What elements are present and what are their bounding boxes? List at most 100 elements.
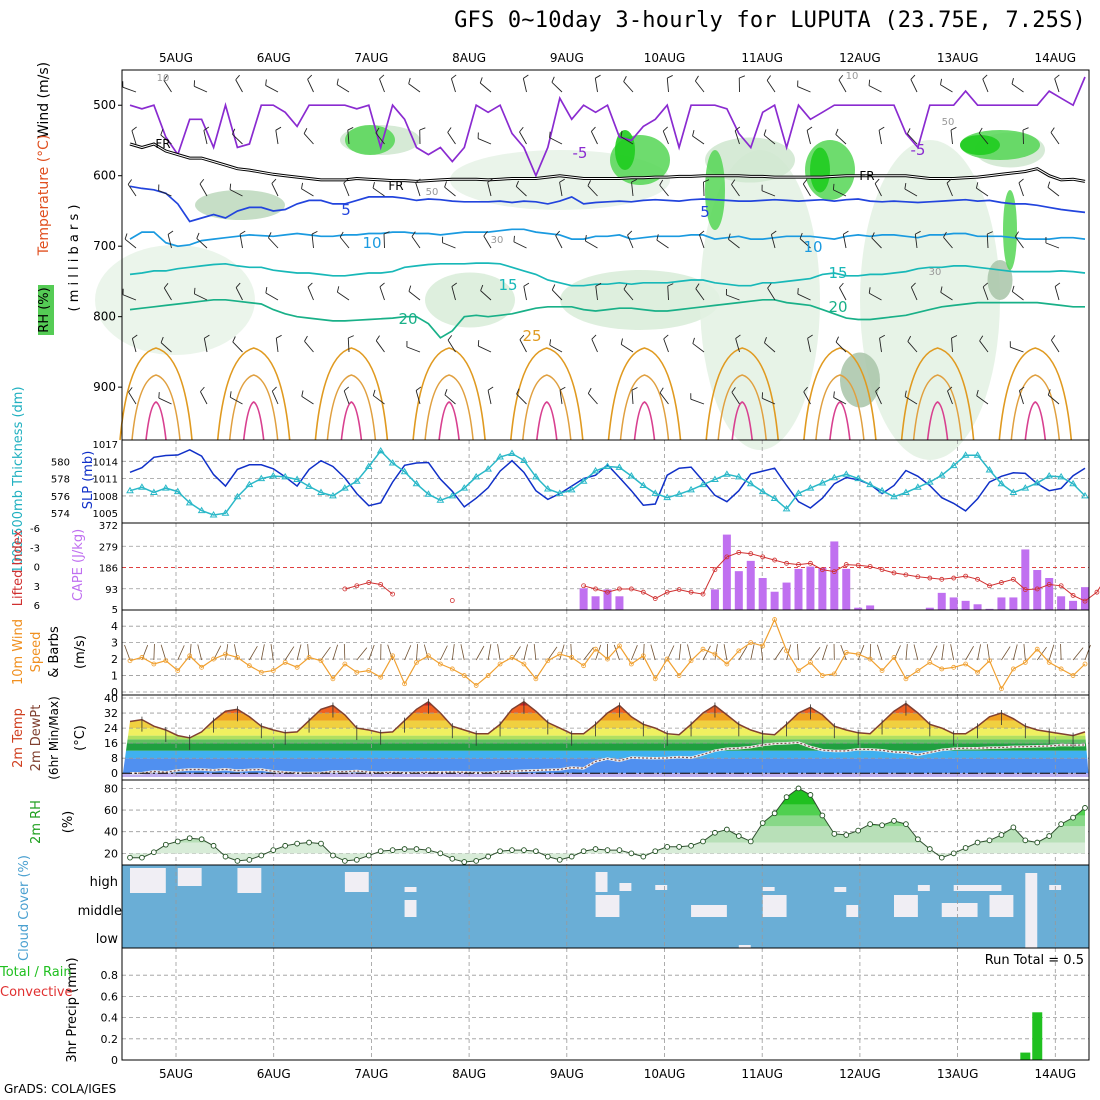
wind-barb-flag <box>868 79 871 86</box>
cloud-block <box>762 887 775 891</box>
wind-barb-10m <box>497 644 501 661</box>
wind-barb <box>982 78 989 93</box>
wind-barb-10m <box>687 644 692 661</box>
rh-marker <box>891 818 897 824</box>
wind-barb <box>232 133 243 145</box>
wind-barb <box>833 189 847 197</box>
rh-marker <box>950 850 957 857</box>
rh-marker <box>521 847 527 853</box>
wind-barb-10m <box>1023 644 1026 661</box>
thickness-marker <box>1009 488 1018 495</box>
wind-barb <box>559 390 563 405</box>
wind-barb <box>943 236 953 249</box>
day-label-top: 9AUG <box>550 51 584 65</box>
wind-speed-marker <box>330 676 336 682</box>
wind-barb-flag <box>951 335 958 339</box>
rh-marker <box>700 838 706 845</box>
wind-barb-flag <box>591 334 597 340</box>
lifted-index-marker <box>724 554 730 560</box>
wind-barb <box>122 294 137 301</box>
wind-speed-marker <box>485 673 491 678</box>
wind-barb <box>731 392 740 405</box>
temperature-band <box>122 728 1089 736</box>
wind-speed-marker <box>915 668 921 674</box>
wind-barb-10m <box>160 644 167 661</box>
thickness-marker <box>484 465 493 472</box>
thickness-marker <box>257 474 266 482</box>
wind-barb-flag <box>731 179 736 185</box>
cloud-block <box>846 905 859 917</box>
slp-axis-label: SLP (mb) <box>81 451 96 510</box>
rh-marker <box>210 842 217 849</box>
rh-shading-high <box>1003 190 1017 270</box>
rh-marker <box>1010 824 1017 831</box>
wind-barb-flag <box>871 232 875 239</box>
wind-barb <box>1050 340 1060 353</box>
wind-barb-flag <box>940 286 943 293</box>
cloud-level-middle: middle <box>78 904 122 919</box>
wind-speed-marker <box>712 651 718 657</box>
thickness-marker <box>675 490 684 497</box>
wind-barb <box>735 338 740 353</box>
wind-barb <box>406 346 421 353</box>
cloud-block <box>953 885 1002 891</box>
wind-speed-marker <box>628 661 634 667</box>
rh-marker <box>186 835 193 842</box>
temperature-contour-25 <box>510 347 584 441</box>
wind-barb-10m <box>786 644 792 661</box>
thickness-marker <box>842 470 851 477</box>
temperature-contour-25 <box>803 347 877 441</box>
temperature-contour-30 <box>424 374 474 441</box>
minmax-axis-label: (6hr Min/Max) <box>47 696 61 780</box>
contour-label: 10 <box>803 238 822 256</box>
wind-barb-10m <box>840 644 847 661</box>
chart-title: GFS 0~10day 3-hourly for LUPUTA (23.75E,… <box>454 8 1086 33</box>
rh-shading <box>840 352 880 408</box>
wind-speed-marker <box>987 658 992 664</box>
precip-panel-frame <box>121 947 1090 1061</box>
thickness-marker <box>520 456 528 463</box>
day-label-top: 13AUG <box>937 51 979 65</box>
rh-marker <box>533 848 539 855</box>
rh-marker <box>449 855 456 862</box>
rh-tick-label: 20 <box>104 847 118 860</box>
thickness-marker <box>460 484 469 491</box>
wind-barb <box>1050 132 1060 145</box>
cloud-block <box>404 900 417 917</box>
temperature-contour-30 <box>522 374 572 441</box>
wind-speed-marker <box>903 676 909 682</box>
wind-barb-flag <box>835 128 839 135</box>
wind-barb-flag <box>763 129 767 136</box>
wind-barb-flag <box>591 126 596 132</box>
cape-bar <box>1045 578 1054 610</box>
wind-barb <box>1018 182 1024 197</box>
wind-barb <box>158 397 172 405</box>
cape-bar <box>734 571 743 610</box>
wind-barb-flag <box>513 235 515 242</box>
wind-barb-flag <box>620 338 623 345</box>
thickness-marker <box>329 491 337 499</box>
rh-contour-label: 50 <box>426 187 439 198</box>
wind-barb <box>978 132 989 145</box>
rh-marker <box>747 838 754 845</box>
wind-barb-flag <box>551 76 555 83</box>
wind-barb-10m <box>475 645 485 661</box>
slp-tick-label: 1011 <box>93 475 118 486</box>
wind-barb <box>203 130 208 145</box>
wind-speed-marker <box>127 658 133 664</box>
rh-marker <box>712 829 718 836</box>
wind-speed-marker <box>676 673 682 678</box>
wind-panel-frame <box>121 609 1090 696</box>
day-label-top: 12AUG <box>839 51 881 65</box>
precip-tick-label: 0.4 <box>101 1012 119 1025</box>
dewpoint-line <box>130 741 1086 774</box>
wind-barb-flag <box>915 230 921 235</box>
precip-legend-convective: Convective <box>0 985 73 1000</box>
wind-barb <box>487 390 492 405</box>
wind-barb-flag <box>379 282 385 288</box>
thickness-marker <box>687 485 695 493</box>
rh-marker <box>282 842 289 849</box>
wind-barb-10m <box>284 646 295 661</box>
wind-barb <box>451 286 456 301</box>
wind-barb-flag <box>336 286 340 293</box>
